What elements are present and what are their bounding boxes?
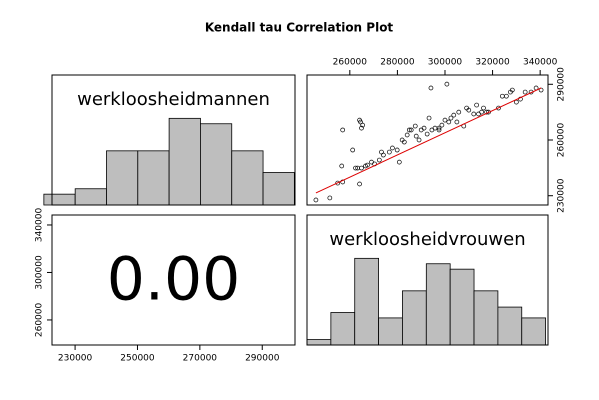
- point: [418, 127, 424, 133]
- chart-title: Kendall tau Correlation Plot: [205, 21, 394, 35]
- point: [357, 181, 362, 187]
- point: [474, 102, 479, 108]
- fit-line: [315, 87, 542, 194]
- histogram-bar: [402, 290, 427, 346]
- panel-label: werkloosheidvrouwen: [329, 229, 525, 250]
- point: [358, 119, 363, 125]
- point: [451, 112, 457, 118]
- point: [386, 149, 392, 155]
- x-tick-label: 250000: [120, 354, 155, 364]
- x-tick-label: 280000: [380, 58, 415, 68]
- y-tick-label: 290000: [557, 67, 567, 102]
- point: [394, 147, 400, 153]
- point: [444, 81, 450, 87]
- panel-frame: [51, 214, 296, 346]
- point: [390, 145, 395, 151]
- panel-frame: [306, 74, 549, 206]
- point: [481, 105, 486, 111]
- histogram-bar: [106, 150, 139, 206]
- histogram-bar: [74, 188, 107, 206]
- point: [426, 115, 432, 121]
- y-tick-label: 260000: [35, 302, 45, 337]
- point: [416, 137, 422, 143]
- histogram-bar: [137, 150, 170, 206]
- point: [376, 157, 382, 163]
- point: [486, 109, 491, 115]
- point: [350, 147, 356, 153]
- point: [353, 165, 358, 171]
- histogram-bar: [330, 312, 356, 346]
- point: [365, 162, 370, 168]
- point: [424, 131, 430, 137]
- y-tick-label: 340000: [35, 208, 45, 243]
- point: [479, 109, 484, 115]
- point: [448, 115, 454, 121]
- panel-frame: [306, 214, 549, 346]
- point: [406, 127, 412, 133]
- point: [436, 127, 442, 133]
- x-tick-label: 340000: [523, 58, 558, 68]
- y-tick-label: 300000: [35, 255, 45, 290]
- y-tick-label: 230000: [557, 178, 567, 213]
- point: [432, 125, 438, 131]
- histogram-bar: [378, 317, 403, 346]
- histogram-bar: [473, 290, 499, 346]
- x-tick-label: 260000: [333, 58, 368, 68]
- point: [471, 111, 477, 117]
- correlation-value: 0.00: [107, 245, 241, 315]
- point: [359, 125, 364, 131]
- histogram-bar: [306, 339, 332, 346]
- point: [413, 133, 419, 139]
- point: [456, 109, 462, 115]
- point: [442, 117, 448, 123]
- point: [454, 119, 460, 125]
- histogram-bar: [231, 150, 264, 206]
- point: [381, 152, 386, 158]
- point: [514, 99, 519, 105]
- point: [499, 93, 505, 99]
- histogram-bar: [425, 263, 451, 346]
- panel-frame: [51, 74, 296, 206]
- point: [496, 105, 501, 111]
- point: [446, 119, 452, 125]
- histogram-bar: [497, 306, 523, 346]
- histogram-bar: [200, 123, 233, 206]
- x-tick-label: 320000: [475, 58, 510, 68]
- histogram-bar: [449, 268, 475, 346]
- point: [412, 123, 418, 129]
- point: [439, 122, 445, 128]
- x-tick-label: 270000: [183, 354, 218, 364]
- histogram-bar: [521, 317, 547, 346]
- point: [522, 89, 528, 95]
- point: [339, 163, 345, 169]
- point: [335, 180, 341, 186]
- histogram-bar: [354, 257, 379, 346]
- histogram-bar: [168, 117, 201, 206]
- x-tick-label: 230000: [58, 354, 93, 364]
- point: [359, 165, 364, 171]
- point: [408, 127, 414, 133]
- point: [404, 132, 410, 138]
- histogram-bar: [262, 172, 295, 206]
- point: [509, 87, 515, 93]
- y-tick-label: 260000: [557, 123, 567, 158]
- point: [401, 139, 407, 145]
- panel-label: werkloosheidmannen: [77, 89, 270, 110]
- point: [466, 107, 472, 113]
- point: [428, 85, 434, 91]
- point: [327, 195, 333, 201]
- point: [313, 197, 319, 203]
- x-tick-label: 300000: [428, 58, 463, 68]
- point: [360, 122, 366, 128]
- point: [504, 93, 509, 99]
- histogram-bar: [43, 193, 76, 206]
- x-tick-label: 290000: [245, 354, 280, 364]
- point: [421, 125, 427, 131]
- point: [436, 125, 442, 131]
- point: [340, 127, 346, 133]
- point: [396, 159, 402, 165]
